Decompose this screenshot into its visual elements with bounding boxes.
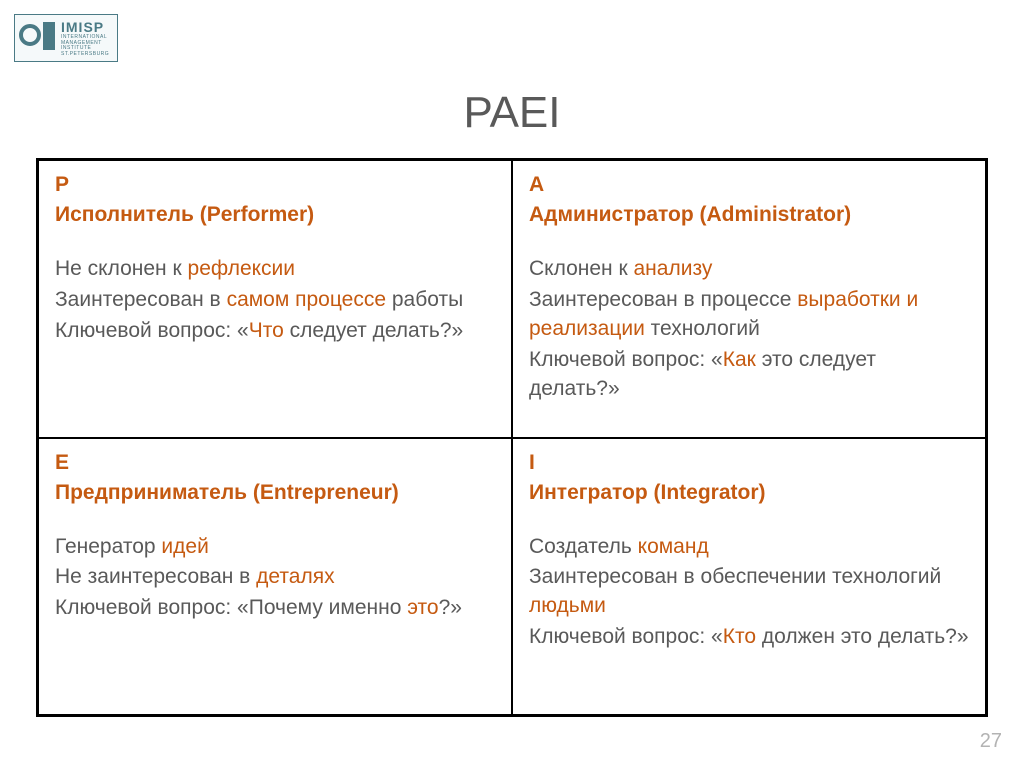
cell-p: P Исполнитель (Performer) Не склонен к р… <box>38 160 512 438</box>
cell-i-line1: Создатель команд <box>529 533 969 562</box>
cell-e-line1: Генератор идей <box>55 533 495 562</box>
cell-a-role: Администратор (Administrator) <box>529 203 969 227</box>
cell-i-line3: Ключевой вопрос: «Кто должен это делать?… <box>529 623 969 652</box>
cell-p-role: Исполнитель (Performer) <box>55 203 495 227</box>
cell-a-line2: Заинтересован в процессе выработки и реа… <box>529 286 969 344</box>
logo-sub4: ST.PETERSBURG <box>61 52 109 58</box>
page-number: 27 <box>980 730 1002 753</box>
cell-p-line1: Не склонен к рефлексии <box>55 255 495 284</box>
cell-i-role: Интегратор (Integrator) <box>529 481 969 505</box>
cell-p-line3: Ключевой вопрос: «Что следует делать?» <box>55 317 495 346</box>
page-title: PAEI <box>0 88 1024 138</box>
cell-a: A Администратор (Administrator) Склонен … <box>512 160 986 438</box>
cell-e-role: Предприниматель (Entrepreneur) <box>55 481 495 505</box>
cell-a-line1: Склонен к анализу <box>529 255 969 284</box>
cell-i: I Интегратор (Integrator) Создатель кома… <box>512 438 986 716</box>
cell-i-line2: Заинтересован в обеспечении технологий л… <box>529 563 969 621</box>
cell-e-letter: E <box>55 451 495 475</box>
logo-mark-icon <box>19 20 55 56</box>
cell-a-letter: A <box>529 173 969 197</box>
cell-e: E Предприниматель (Entrepreneur) Генерат… <box>38 438 512 716</box>
logo-text: IMISP INTERNATIONAL MANAGEMENT INSTITUTE… <box>61 19 109 57</box>
cell-p-letter: P <box>55 173 495 197</box>
cell-e-line3: Ключевой вопрос: «Почему именно это?» <box>55 594 495 623</box>
logo-name: IMISP <box>61 19 109 35</box>
cell-e-line2: Не заинтересован в деталях <box>55 563 495 592</box>
cell-i-letter: I <box>529 451 969 475</box>
logo: IMISP INTERNATIONAL MANAGEMENT INSTITUTE… <box>14 14 118 62</box>
cell-a-line3: Ключевой вопрос: «Как это следует делать… <box>529 346 969 404</box>
paei-grid: P Исполнитель (Performer) Не склонен к р… <box>36 158 988 717</box>
cell-p-line2: Заинтересован в самом процессе работы <box>55 286 495 315</box>
